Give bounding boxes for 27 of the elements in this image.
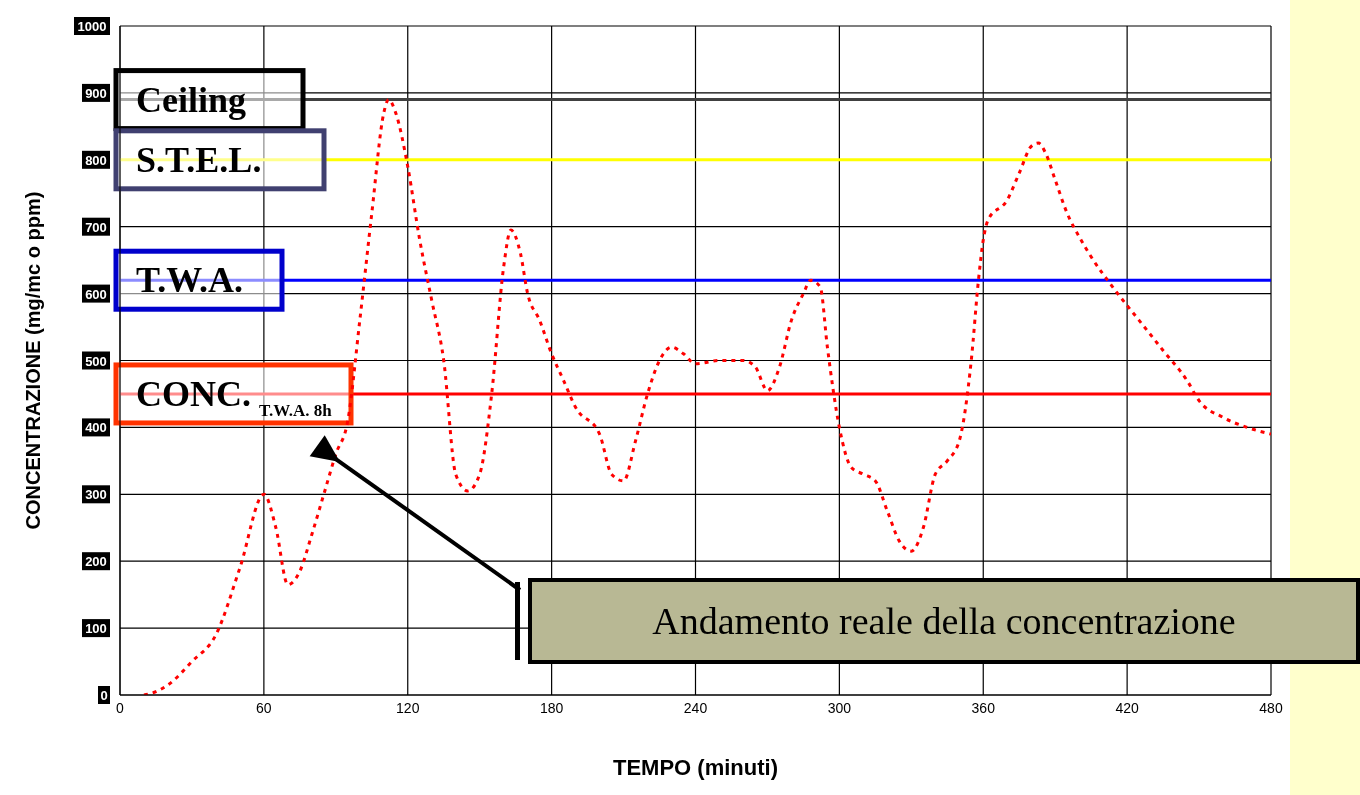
ref-line-label: T.W.A. bbox=[136, 260, 244, 301]
x-tick-label: 480 bbox=[1259, 699, 1283, 716]
y-tick-label: 600 bbox=[85, 286, 107, 302]
annotation: Andamento reale della concentrazione bbox=[652, 600, 1236, 642]
x-tick-label: 0 bbox=[116, 699, 125, 716]
x-axis-title: TEMPO (minuti) bbox=[613, 755, 778, 780]
ref-line-label: S.T.E.L. bbox=[136, 139, 262, 180]
y-tick-label: 800 bbox=[85, 152, 107, 168]
y-tick-label: 900 bbox=[85, 85, 107, 101]
y-tick-label: 500 bbox=[85, 353, 107, 369]
y-tick-label: 300 bbox=[85, 487, 107, 503]
x-tick-label: 180 bbox=[539, 699, 564, 716]
x-tick-label: 300 bbox=[827, 699, 852, 716]
x-tick-label: 120 bbox=[396, 699, 420, 716]
y-tick-label: 200 bbox=[85, 554, 107, 570]
y-tick-label: 0 bbox=[100, 688, 108, 703]
ref-line-label: Ceiling bbox=[136, 79, 247, 120]
y-axis-title: CONCENTRAZIONE (mg/mc o ppm) bbox=[22, 191, 44, 530]
x-tick-label: 240 bbox=[683, 699, 708, 716]
x-tick-label: 360 bbox=[971, 699, 996, 716]
ref-line-label: CONC.$_{T.W.A. 8h}$ bbox=[136, 373, 333, 421]
x-tick-label: 420 bbox=[1115, 699, 1140, 716]
y-tick-label: 700 bbox=[85, 219, 107, 235]
y-tick-label: 100 bbox=[85, 621, 107, 637]
y-tick-label: 1000 bbox=[77, 19, 107, 34]
x-tick-label: 60 bbox=[256, 699, 272, 716]
y-tick-label: 400 bbox=[85, 420, 107, 436]
